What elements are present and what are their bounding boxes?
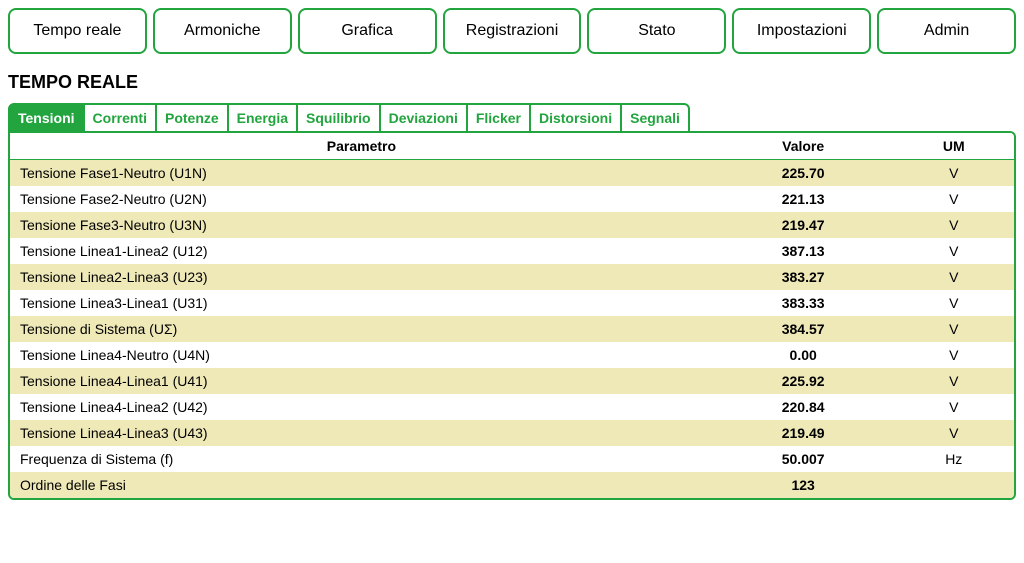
- cell-um: V: [894, 368, 1014, 394]
- cell-parametro: Tensione Fase2-Neutro (U2N): [10, 186, 713, 212]
- table-row: Tensione Linea3-Linea1 (U31)383.33V: [10, 290, 1014, 316]
- cell-um: Hz: [894, 446, 1014, 472]
- table-row: Tensione Linea2-Linea3 (U23)383.27V: [10, 264, 1014, 290]
- table-row: Tensione Fase1-Neutro (U1N)225.70V: [10, 160, 1014, 187]
- cell-parametro: Tensione Linea4-Linea1 (U41): [10, 368, 713, 394]
- tab-deviazioni[interactable]: Deviazioni: [379, 103, 468, 133]
- table-row: Tensione Linea4-Linea3 (U43)219.49V: [10, 420, 1014, 446]
- nav-grafica[interactable]: Grafica: [298, 8, 437, 54]
- cell-um: V: [894, 290, 1014, 316]
- table-row: Tensione Linea1-Linea2 (U12)387.13V: [10, 238, 1014, 264]
- tab-segnali[interactable]: Segnali: [620, 103, 690, 133]
- cell-valore: 383.33: [713, 290, 894, 316]
- cell-valore: 384.57: [713, 316, 894, 342]
- cell-um: V: [894, 316, 1014, 342]
- cell-parametro: Ordine delle Fasi: [10, 472, 713, 498]
- tab-energia[interactable]: Energia: [227, 103, 298, 133]
- nav-stato[interactable]: Stato: [587, 8, 726, 54]
- cell-valore: 221.13: [713, 186, 894, 212]
- nav-tempo-reale[interactable]: Tempo reale: [8, 8, 147, 54]
- tab-potenze[interactable]: Potenze: [155, 103, 229, 133]
- cell-valore: 220.84: [713, 394, 894, 420]
- tab-squilibrio[interactable]: Squilibrio: [296, 103, 381, 133]
- nav-registrazioni[interactable]: Registrazioni: [443, 8, 582, 54]
- cell-valore: 225.70: [713, 160, 894, 187]
- cell-valore: 387.13: [713, 238, 894, 264]
- cell-um: V: [894, 420, 1014, 446]
- cell-valore: 383.27: [713, 264, 894, 290]
- cell-valore: 0.00: [713, 342, 894, 368]
- table-row: Tensione Fase2-Neutro (U2N)221.13V: [10, 186, 1014, 212]
- cell-um: V: [894, 264, 1014, 290]
- table-row: Tensione Linea4-Linea1 (U41)225.92V: [10, 368, 1014, 394]
- tab-distorsioni[interactable]: Distorsioni: [529, 103, 622, 133]
- nav-impostazioni[interactable]: Impostazioni: [732, 8, 871, 54]
- tab-tensioni[interactable]: Tensioni: [8, 103, 85, 133]
- cell-parametro: Tensione Linea3-Linea1 (U31): [10, 290, 713, 316]
- nav-admin[interactable]: Admin: [877, 8, 1016, 54]
- table-row: Frequenza di Sistema (f)50.007Hz: [10, 446, 1014, 472]
- table-row: Tensione Linea4-Neutro (U4N)0.00V: [10, 342, 1014, 368]
- cell-um: V: [894, 394, 1014, 420]
- page-title: TEMPO REALE: [8, 72, 1016, 93]
- cell-parametro: Tensione Linea4-Linea2 (U42): [10, 394, 713, 420]
- sub-tabs: Tensioni Correnti Potenze Energia Squili…: [8, 103, 1016, 133]
- cell-valore: 225.92: [713, 368, 894, 394]
- top-nav: Tempo reale Armoniche Grafica Registrazi…: [8, 8, 1016, 54]
- table-row: Ordine delle Fasi123: [10, 472, 1014, 498]
- nav-armoniche[interactable]: Armoniche: [153, 8, 292, 54]
- cell-parametro: Tensione Fase3-Neutro (U3N): [10, 212, 713, 238]
- cell-valore: 219.49: [713, 420, 894, 446]
- cell-um: V: [894, 160, 1014, 187]
- col-header-um: UM: [894, 133, 1014, 160]
- cell-parametro: Tensione Linea1-Linea2 (U12): [10, 238, 713, 264]
- cell-um: V: [894, 212, 1014, 238]
- cell-um: V: [894, 342, 1014, 368]
- col-header-valore: Valore: [713, 133, 894, 160]
- tab-flicker[interactable]: Flicker: [466, 103, 531, 133]
- cell-parametro: Tensione di Sistema (UΣ): [10, 316, 713, 342]
- cell-parametro: Frequenza di Sistema (f): [10, 446, 713, 472]
- table-row: Tensione di Sistema (UΣ)384.57V: [10, 316, 1014, 342]
- cell-parametro: Tensione Linea2-Linea3 (U23): [10, 264, 713, 290]
- cell-parametro: Tensione Linea4-Linea3 (U43): [10, 420, 713, 446]
- cell-um: [894, 472, 1014, 498]
- cell-valore: 219.47: [713, 212, 894, 238]
- data-table: Parametro Valore UM Tensione Fase1-Neutr…: [10, 133, 1014, 498]
- col-header-parametro: Parametro: [10, 133, 713, 160]
- cell-um: V: [894, 238, 1014, 264]
- tab-correnti[interactable]: Correnti: [83, 103, 157, 133]
- cell-um: V: [894, 186, 1014, 212]
- cell-parametro: Tensione Fase1-Neutro (U1N): [10, 160, 713, 187]
- cell-valore: 50.007: [713, 446, 894, 472]
- cell-parametro: Tensione Linea4-Neutro (U4N): [10, 342, 713, 368]
- cell-valore: 123: [713, 472, 894, 498]
- table-row: Tensione Linea4-Linea2 (U42)220.84V: [10, 394, 1014, 420]
- data-table-container: Parametro Valore UM Tensione Fase1-Neutr…: [8, 131, 1016, 500]
- table-row: Tensione Fase3-Neutro (U3N)219.47V: [10, 212, 1014, 238]
